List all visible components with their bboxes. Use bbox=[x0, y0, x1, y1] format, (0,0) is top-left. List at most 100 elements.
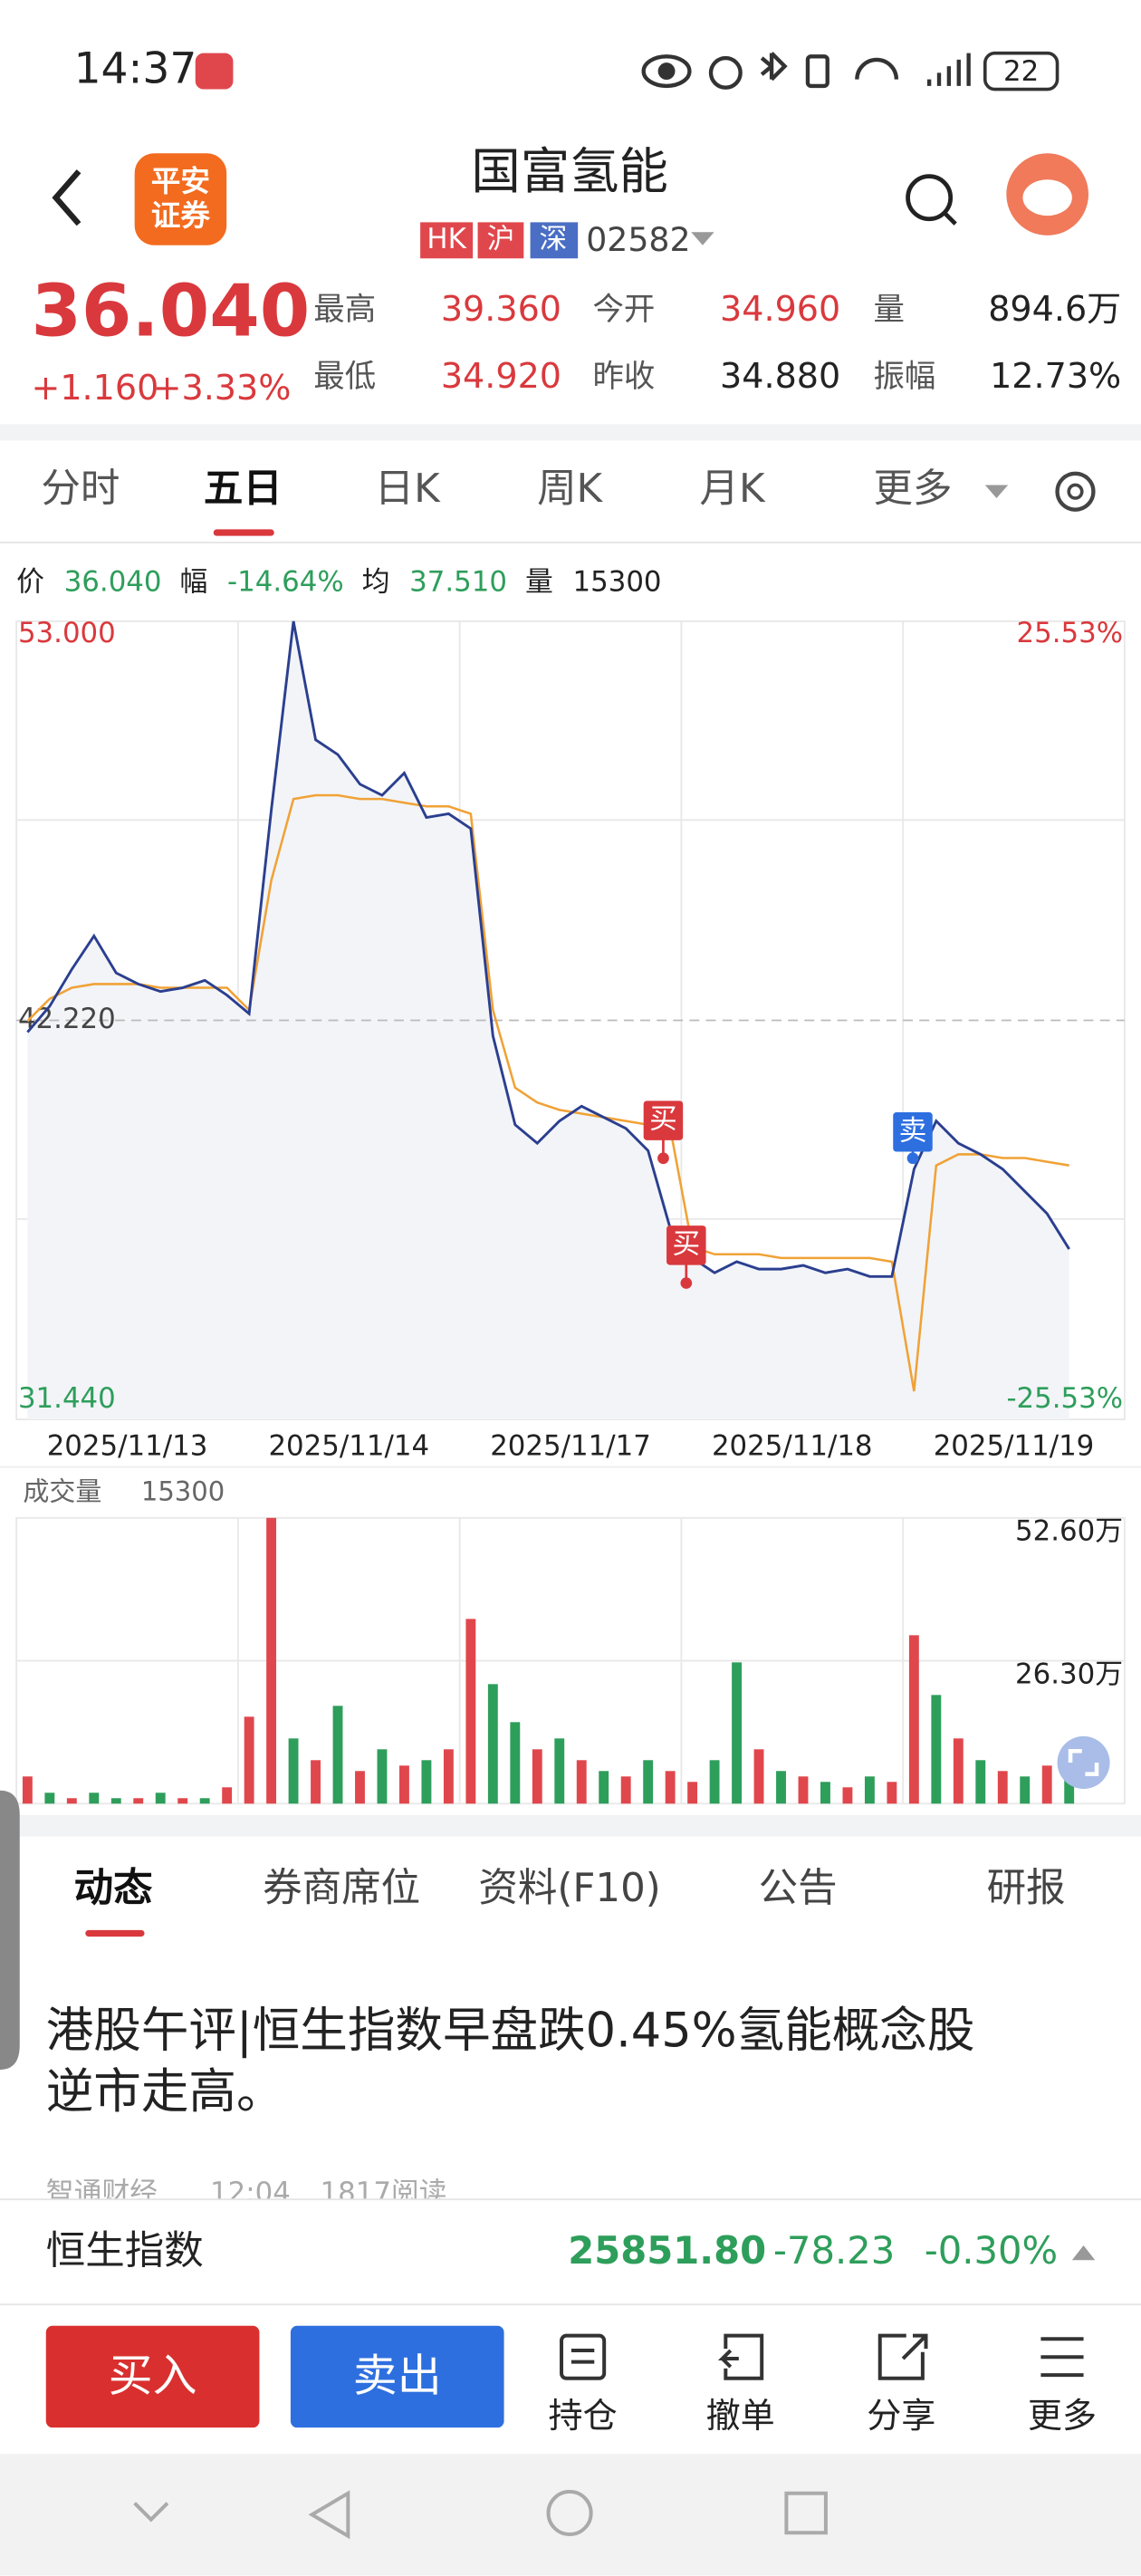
chart-tab[interactable]: 月K bbox=[700, 466, 766, 512]
trade-marker: 买 bbox=[649, 1103, 677, 1136]
sell-label: 卖出 bbox=[353, 2350, 442, 2401]
marker-dot bbox=[680, 1277, 693, 1289]
buy-label: 买入 bbox=[109, 2350, 197, 2401]
marker-box bbox=[666, 1226, 706, 1265]
plot: 53.000 42.220 31.440 25.53% -25.53% 2025/11/1… bbox=[16, 617, 1125, 1804]
code-dropdown[interactable] bbox=[691, 232, 714, 245]
volume-bar bbox=[377, 1749, 388, 1804]
separator bbox=[0, 424, 1141, 441]
volume-bar bbox=[997, 1771, 1008, 1804]
settings-button[interactable] bbox=[1055, 471, 1096, 512]
volume-bar bbox=[599, 1771, 609, 1804]
volume-bar bbox=[421, 1760, 432, 1804]
volume-bar bbox=[820, 1782, 830, 1804]
tool-label[interactable]: 持仓 bbox=[549, 2396, 618, 2436]
y-tick-label: 53.000 bbox=[18, 617, 116, 649]
battery-level: 22 bbox=[1003, 55, 1039, 88]
search-button[interactable] bbox=[906, 174, 957, 226]
nav-buttons[interactable] bbox=[133, 2489, 828, 2540]
volume-title: 成交量 bbox=[23, 1476, 101, 1507]
marker-dot bbox=[906, 1152, 919, 1165]
tool-icons bbox=[560, 2333, 1084, 2380]
chart-tab[interactable]: 五日 bbox=[204, 466, 283, 512]
chart-tab[interactable]: 日K bbox=[375, 466, 441, 512]
volume-bar bbox=[110, 1798, 121, 1804]
volume-bar bbox=[66, 1798, 77, 1804]
news-headline[interactable]: 逆市走高。 bbox=[46, 2064, 284, 2119]
volume-bar bbox=[133, 1798, 144, 1804]
volume-bar bbox=[576, 1760, 587, 1804]
marker-box bbox=[643, 1101, 684, 1140]
volume-bar bbox=[687, 1782, 698, 1804]
volume-bar bbox=[887, 1782, 897, 1804]
battery bbox=[983, 51, 1060, 91]
expand-button[interactable] bbox=[1057, 1735, 1110, 1789]
info-label: 量 bbox=[525, 566, 553, 599]
tool-label[interactable]: 撤单 bbox=[706, 2396, 775, 2436]
x-tick-label: 2025/11/17 bbox=[490, 1429, 651, 1462]
back-button[interactable] bbox=[52, 169, 82, 226]
index-toggle[interactable] bbox=[1071, 2244, 1096, 2261]
x-tick-label: 2025/11/19 bbox=[934, 1429, 1095, 1462]
tag-text: HK bbox=[427, 223, 466, 255]
tag bbox=[530, 222, 579, 259]
y-tick-label: 31.440 bbox=[18, 1382, 116, 1415]
volume-bar bbox=[953, 1738, 964, 1804]
x-tick-label: 2025/11/14 bbox=[268, 1429, 429, 1462]
field-value: 34.920 bbox=[441, 356, 561, 396]
logo-text: 证券 bbox=[151, 198, 211, 233]
info-tab[interactable]: 券商席位 bbox=[263, 1866, 420, 1911]
tag bbox=[477, 222, 524, 259]
x-tick-label: 2025/11/18 bbox=[712, 1429, 873, 1462]
field-label: 最高 bbox=[313, 292, 376, 328]
tool-label[interactable]: 更多 bbox=[1028, 2396, 1097, 2436]
toolbar: 持仓 撤单 分享 更多 bbox=[549, 2396, 1098, 2436]
chart-tab[interactable]: 周K bbox=[537, 466, 603, 512]
sell-button[interactable] bbox=[290, 2325, 504, 2428]
chart-tab[interactable]: 分时 bbox=[41, 466, 120, 512]
volume-bar bbox=[798, 1776, 809, 1804]
volume-bar bbox=[244, 1716, 254, 1804]
price-change-pct: +3.33% bbox=[153, 368, 292, 408]
info-value: 37.510 bbox=[409, 566, 507, 599]
field-label: 昨收 bbox=[592, 359, 655, 395]
volume-bar bbox=[776, 1771, 786, 1804]
field-value: 39.360 bbox=[441, 289, 561, 329]
index-bar[interactable] bbox=[0, 2199, 1141, 2305]
volume-bar bbox=[842, 1787, 853, 1804]
volume-bar bbox=[465, 1619, 476, 1804]
volume-bar bbox=[311, 1760, 321, 1804]
volume-bar bbox=[89, 1793, 100, 1804]
tab-indicator bbox=[213, 529, 274, 536]
field-value: 12.73% bbox=[990, 356, 1121, 396]
info-tab[interactable]: 公告 bbox=[759, 1866, 838, 1911]
more-dropdown[interactable] bbox=[984, 485, 1009, 498]
index-value: 25851.80 bbox=[568, 2228, 766, 2273]
volume-bar bbox=[355, 1771, 365, 1804]
volume-bar bbox=[155, 1793, 166, 1804]
chart-tab[interactable]: 更多 bbox=[873, 466, 952, 512]
tag-text: 深 bbox=[540, 223, 568, 255]
chart-tabs: 分时 五日 日K 周K 月K 更多 bbox=[41, 466, 952, 512]
volume-bar bbox=[931, 1695, 942, 1804]
logo[interactable] bbox=[134, 153, 227, 245]
side-handle[interactable] bbox=[0, 1790, 20, 2070]
stock-code: 02582 bbox=[586, 220, 690, 259]
volume-bar bbox=[222, 1787, 233, 1804]
buy-button[interactable] bbox=[45, 2325, 260, 2428]
volume-tick-label: 26.30万 bbox=[1015, 1658, 1123, 1690]
volume-bar bbox=[753, 1749, 764, 1804]
info-tab[interactable]: 研报 bbox=[987, 1866, 1066, 1911]
info-tab[interactable]: 动态 bbox=[74, 1866, 153, 1911]
info-tab[interactable]: 资料(F10) bbox=[478, 1866, 660, 1911]
volume-tick-label: 52.60万 bbox=[1015, 1515, 1123, 1548]
average-line bbox=[26, 793, 1069, 1392]
news-headline[interactable]: 港股午评|恒生指数早盘跌0.45%氢能概念股 bbox=[46, 2004, 975, 2059]
price-line bbox=[26, 620, 1070, 1278]
volume-bar bbox=[975, 1760, 986, 1804]
info-tabs: 动态 券商席位 资料(F10) 公告 研报 bbox=[74, 1866, 1066, 1911]
app-badge bbox=[195, 53, 234, 90]
tool-label[interactable]: 分享 bbox=[867, 2396, 935, 2436]
